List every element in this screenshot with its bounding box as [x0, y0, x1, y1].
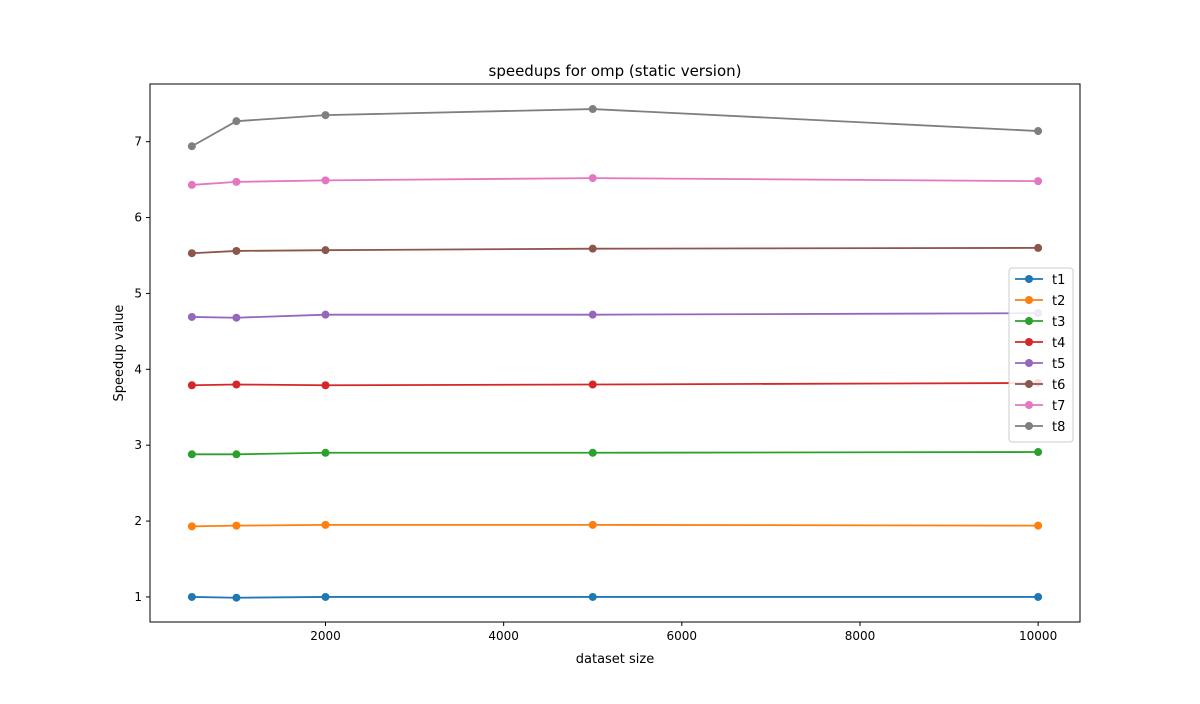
data-point-t4 — [588, 380, 597, 389]
data-point-t4 — [232, 380, 241, 389]
data-point-t1 — [588, 592, 597, 601]
data-point-t7 — [321, 176, 330, 185]
data-point-t6 — [588, 244, 597, 253]
data-point-t4 — [321, 381, 330, 390]
legend-swatch-marker-t7 — [1025, 401, 1033, 409]
legend-label-t8: t8 — [1052, 420, 1065, 435]
data-point-t6 — [232, 246, 241, 255]
legend-label-t6: t6 — [1052, 378, 1065, 393]
x-tick-label: 2000 — [310, 629, 341, 643]
y-axis-label: Speedup value — [112, 305, 127, 402]
data-point-t7 — [588, 174, 597, 183]
y-tick-label: 3 — [134, 438, 142, 452]
data-point-t7 — [187, 180, 196, 189]
legend-label-t4: t4 — [1052, 336, 1065, 351]
legend-box — [1008, 267, 1074, 443]
data-point-t1 — [1034, 592, 1043, 601]
data-point-t5 — [232, 313, 241, 322]
chart-title: speedups for omp (static version) — [489, 62, 742, 80]
x-tick-label: 6000 — [667, 629, 698, 643]
x-axis-ticks: 2000 4000 6000 8000 10000 — [310, 622, 1057, 643]
y-tick-label: 5 — [134, 286, 142, 300]
data-point-t2 — [232, 521, 241, 530]
data-point-t3 — [187, 450, 196, 459]
data-point-t8 — [588, 105, 597, 114]
data-point-t6 — [1034, 243, 1043, 252]
data-point-t6 — [187, 249, 196, 258]
y-tick-label: 1 — [134, 590, 142, 604]
data-point-t2 — [1034, 521, 1043, 530]
legend-label-t2: t2 — [1052, 294, 1065, 309]
data-point-t3 — [321, 448, 330, 457]
legend-swatch-marker-t4 — [1025, 338, 1033, 346]
plot-frame — [149, 83, 1081, 623]
data-point-t2 — [321, 520, 330, 529]
data-point-t8 — [1034, 127, 1043, 136]
y-tick-label: 7 — [134, 135, 142, 149]
legend: t1 t2 t3 t4 t5 t6 t7 t8 — [1008, 267, 1074, 443]
legend-swatch-marker-t2 — [1025, 296, 1033, 304]
x-axis-label: dataset size — [576, 652, 655, 667]
legend-swatch-marker-t8 — [1025, 422, 1033, 430]
y-axis-ticks: 1 2 3 4 5 6 7 — [134, 135, 150, 604]
legend-label-t3: t3 — [1052, 315, 1065, 330]
data-point-t5 — [588, 310, 597, 319]
legend-swatch-marker-t3 — [1025, 317, 1033, 325]
data-point-t7 — [232, 177, 241, 186]
data-point-t3 — [588, 448, 597, 457]
legend-swatch-marker-t1 — [1025, 275, 1033, 283]
data-point-t4 — [187, 381, 196, 390]
series-layer — [187, 105, 1043, 602]
data-point-t3 — [232, 450, 241, 459]
data-point-t8 — [187, 142, 196, 151]
data-point-t5 — [187, 312, 196, 321]
data-point-t6 — [321, 246, 330, 255]
x-tick-label: 8000 — [845, 629, 876, 643]
data-point-t7 — [1034, 177, 1043, 186]
legend-label-t1: t1 — [1052, 273, 1065, 288]
data-point-t2 — [588, 520, 597, 529]
data-point-t8 — [232, 117, 241, 126]
data-point-t1 — [321, 592, 330, 601]
x-tick-label: 4000 — [488, 629, 519, 643]
y-tick-label: 2 — [134, 514, 142, 528]
data-point-t1 — [232, 593, 241, 602]
data-point-t2 — [187, 522, 196, 531]
data-point-t3 — [1034, 448, 1043, 457]
data-point-t1 — [187, 592, 196, 601]
legend-swatch-marker-t6 — [1025, 380, 1033, 388]
legend-label-t7: t7 — [1052, 399, 1065, 414]
series-line-t1 — [191, 596, 1039, 599]
legend-swatch-marker-t5 — [1025, 359, 1033, 367]
legend-label-t5: t5 — [1052, 357, 1065, 372]
data-point-t8 — [321, 111, 330, 120]
data-point-t5 — [321, 310, 330, 319]
y-tick-label: 4 — [134, 362, 142, 376]
plot-area — [150, 84, 1080, 622]
x-tick-label: 10000 — [1019, 629, 1057, 643]
y-tick-label: 6 — [134, 211, 142, 225]
